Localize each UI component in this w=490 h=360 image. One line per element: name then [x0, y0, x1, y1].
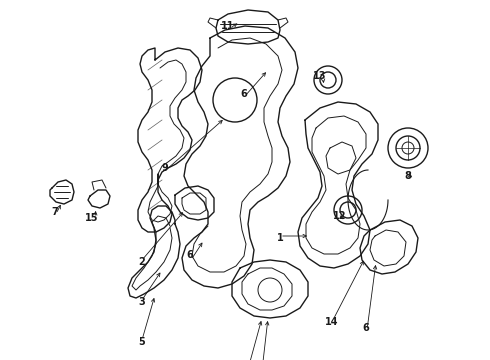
Text: 14: 14 — [325, 317, 339, 327]
Text: 12: 12 — [333, 211, 347, 221]
Text: 6: 6 — [187, 250, 194, 260]
Text: 13: 13 — [313, 71, 327, 81]
Text: 5: 5 — [139, 337, 146, 347]
Text: 11: 11 — [221, 21, 235, 31]
Text: 2: 2 — [139, 257, 146, 267]
Text: 9: 9 — [162, 163, 169, 173]
Text: 3: 3 — [139, 297, 146, 307]
Text: 7: 7 — [51, 207, 58, 217]
Text: 6: 6 — [363, 323, 369, 333]
Text: 1: 1 — [277, 233, 283, 243]
Text: 6: 6 — [241, 89, 247, 99]
Text: 15: 15 — [85, 213, 99, 223]
Text: 8: 8 — [405, 171, 412, 181]
